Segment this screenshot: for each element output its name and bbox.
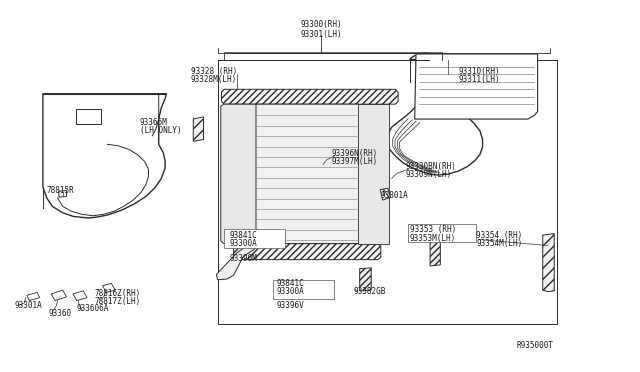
Text: 78815R: 78815R [46, 186, 74, 195]
Polygon shape [73, 291, 87, 301]
Text: 93330BN(RH): 93330BN(RH) [406, 162, 456, 171]
Text: 93801A: 93801A [380, 191, 408, 200]
Polygon shape [358, 104, 389, 244]
Text: 93396V: 93396V [276, 301, 304, 310]
Bar [273, 280, 334, 299]
Text: 93354 (RH): 93354 (RH) [476, 231, 522, 240]
Text: 93300(RH): 93300(RH) [300, 20, 342, 29]
Polygon shape [543, 234, 554, 292]
Bar [408, 224, 476, 242]
Polygon shape [234, 244, 381, 260]
Polygon shape [380, 188, 390, 200]
Polygon shape [59, 190, 67, 197]
Polygon shape [221, 104, 256, 244]
Text: 93328M(LH): 93328M(LH) [191, 75, 237, 84]
Text: 93310(RH): 93310(RH) [458, 67, 500, 76]
Polygon shape [360, 268, 371, 291]
Text: 93353 (RH): 93353 (RH) [410, 225, 456, 234]
Text: 93382GB: 93382GB [353, 287, 386, 296]
Text: (LH ONLY): (LH ONLY) [140, 126, 181, 135]
Text: 78816Z(RH): 78816Z(RH) [95, 289, 141, 298]
Polygon shape [253, 104, 362, 244]
Text: 93366M: 93366M [140, 118, 167, 127]
Text: 93309N(LH): 93309N(LH) [406, 170, 452, 179]
Text: R935000T: R935000T [516, 341, 554, 350]
Text: 93390M: 93390M [229, 254, 257, 263]
Polygon shape [218, 60, 557, 324]
Text: 93354M(LH): 93354M(LH) [476, 239, 522, 248]
Polygon shape [102, 283, 115, 292]
Polygon shape [27, 292, 40, 301]
Polygon shape [387, 53, 483, 175]
Polygon shape [430, 226, 440, 266]
Text: 93300A: 93300A [229, 239, 257, 248]
Text: 93301(LH): 93301(LH) [300, 30, 342, 39]
Text: 93311(LH): 93311(LH) [458, 75, 500, 84]
Polygon shape [193, 117, 204, 141]
Text: 93300A: 93300A [276, 287, 304, 296]
Text: 93353M(LH): 93353M(LH) [410, 234, 456, 243]
Bar [224, 229, 285, 248]
Text: 933606A: 933606A [77, 304, 109, 312]
Polygon shape [221, 89, 398, 104]
Polygon shape [415, 54, 538, 119]
Polygon shape [216, 244, 262, 280]
Text: 93301A: 93301A [14, 301, 42, 310]
Text: 93397M(LH): 93397M(LH) [332, 157, 378, 166]
Polygon shape [76, 109, 101, 124]
Polygon shape [51, 290, 67, 301]
Text: 93841C: 93841C [276, 279, 304, 288]
Text: 93841C: 93841C [229, 231, 257, 240]
Text: 93328 (RH): 93328 (RH) [191, 67, 237, 76]
Polygon shape [43, 94, 166, 218]
Text: 78817Z(LH): 78817Z(LH) [95, 297, 141, 306]
Text: 93396N(RH): 93396N(RH) [332, 149, 378, 158]
Text: 93360: 93360 [49, 309, 72, 318]
